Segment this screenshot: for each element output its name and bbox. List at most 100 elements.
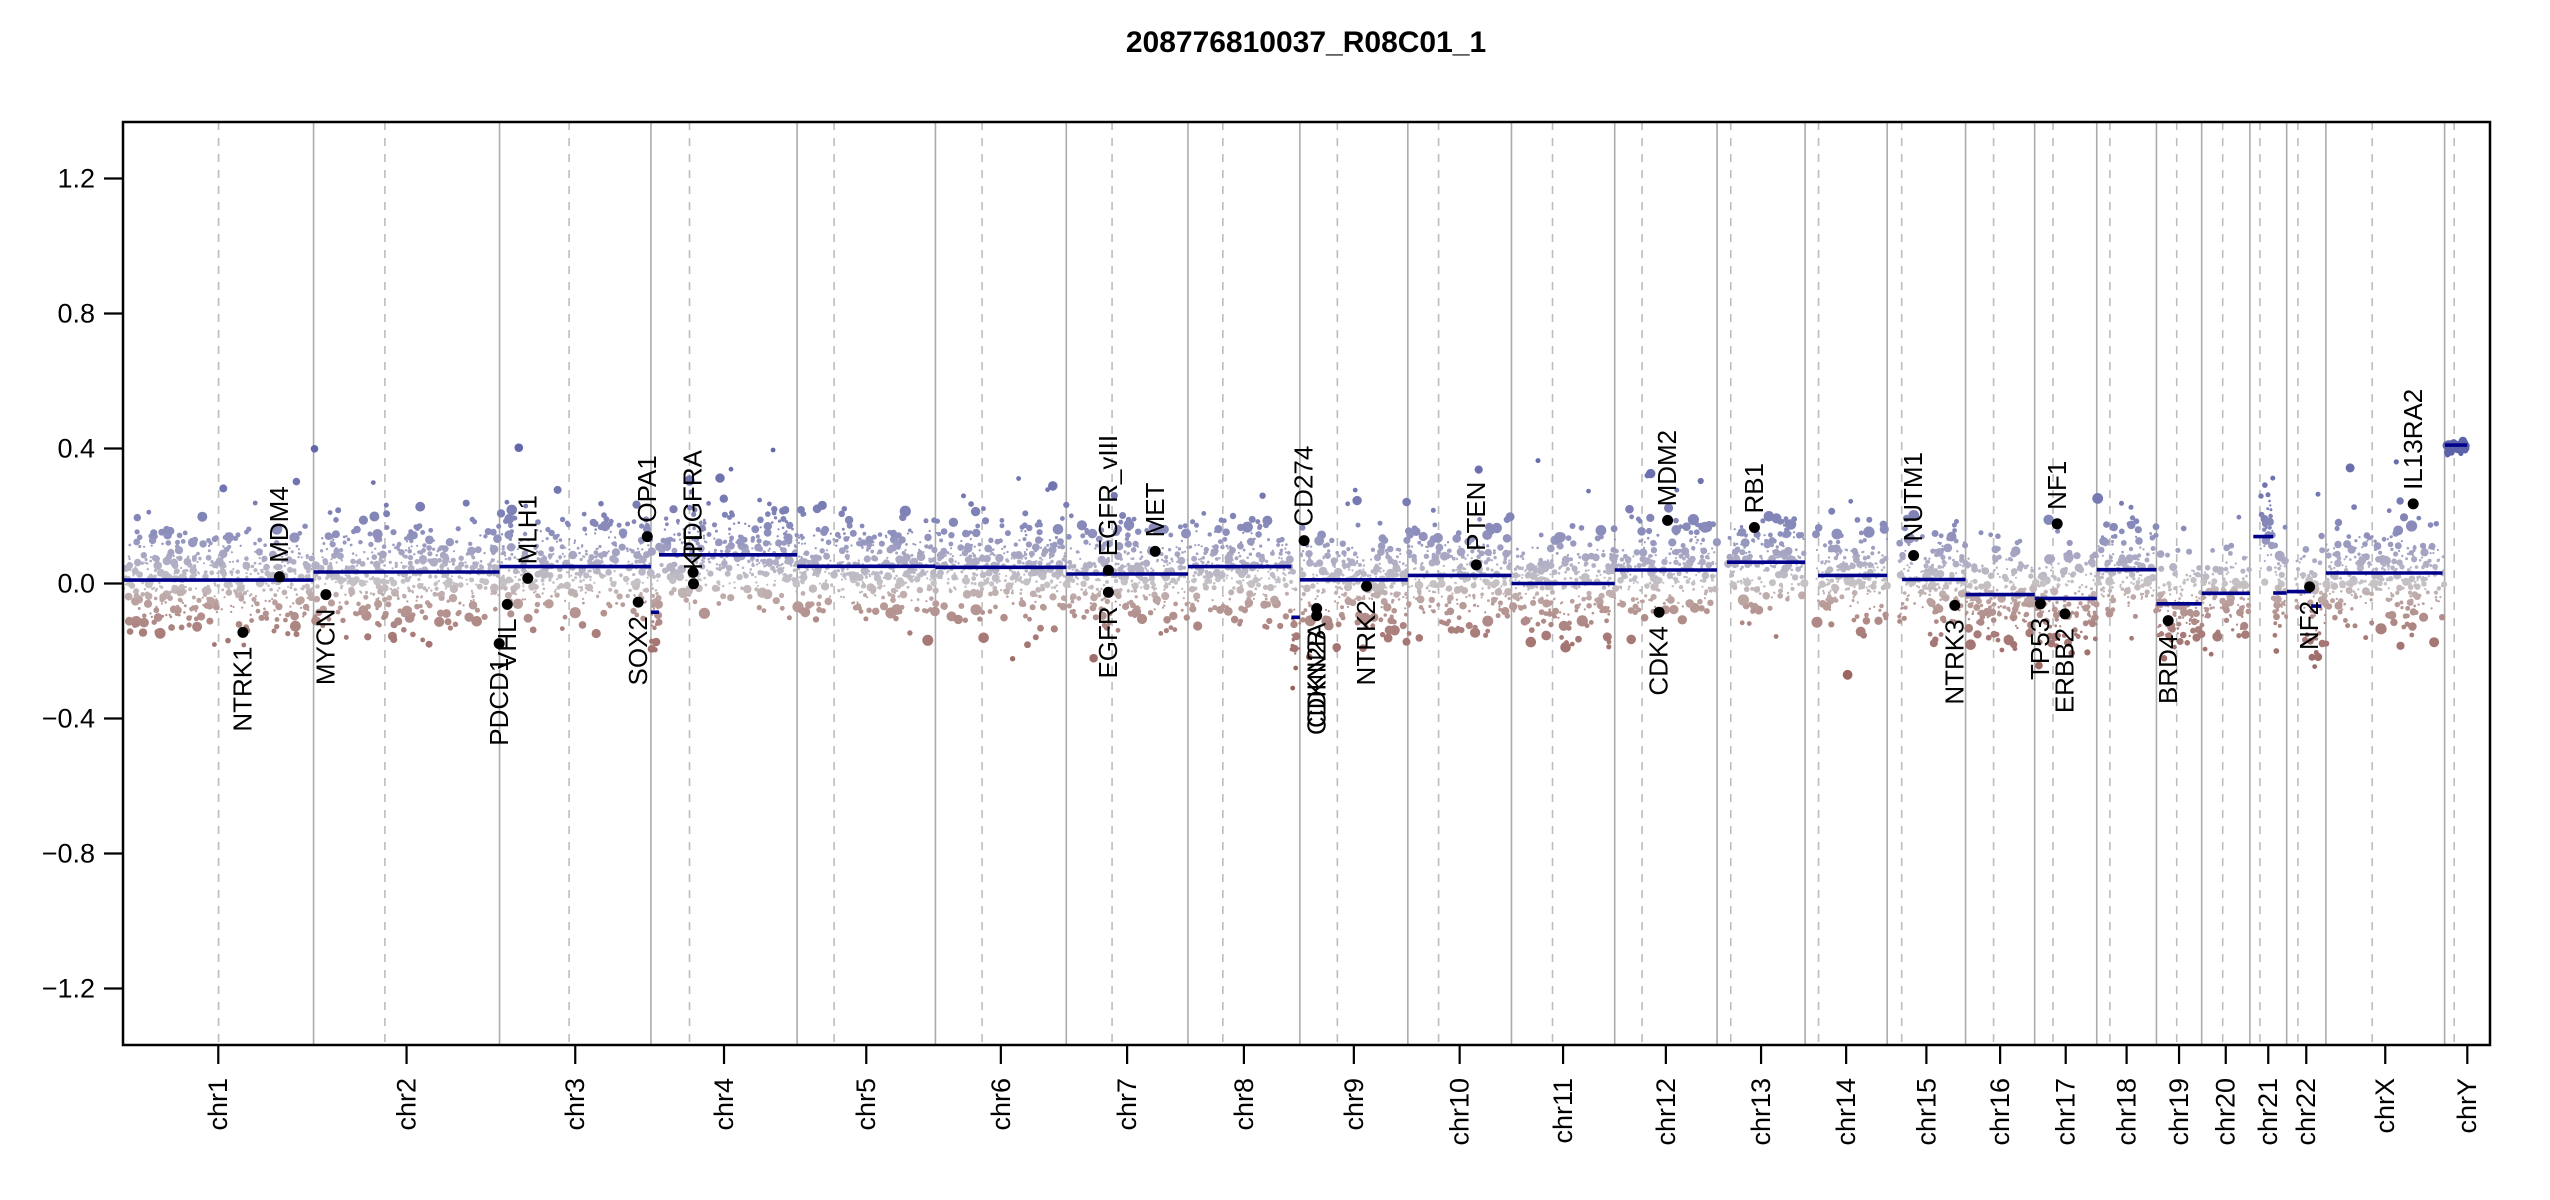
probe-point xyxy=(1546,594,1549,597)
probe-point xyxy=(1622,562,1626,565)
probe-point xyxy=(1839,552,1842,555)
probe-point xyxy=(1667,596,1675,604)
probe-point xyxy=(1186,546,1189,549)
probe-point xyxy=(153,586,156,589)
probe-point xyxy=(904,549,907,552)
probe-point xyxy=(751,556,755,560)
probe-point xyxy=(448,593,458,603)
probe-point xyxy=(439,545,442,548)
probe-point xyxy=(253,568,258,573)
probe-point xyxy=(474,565,478,569)
probe-point xyxy=(1257,525,1262,531)
probe-point xyxy=(340,586,343,589)
probe-point xyxy=(189,607,193,611)
probe-point xyxy=(1680,543,1686,548)
probe-point xyxy=(1549,573,1552,576)
probe-point xyxy=(555,559,559,563)
probe-point xyxy=(751,547,754,550)
probe-point xyxy=(686,504,693,511)
probe-point xyxy=(231,560,235,563)
probe-point xyxy=(868,573,871,576)
probe-point xyxy=(1800,579,1809,588)
probe-point xyxy=(235,621,243,628)
probe-point xyxy=(1431,590,1435,594)
probe-point xyxy=(392,589,395,592)
probe-point xyxy=(1903,567,1906,571)
probe-point xyxy=(918,549,922,553)
probe-point xyxy=(523,534,527,537)
probe-point xyxy=(594,528,597,531)
probe-point xyxy=(948,589,953,594)
probe-point xyxy=(796,579,799,582)
probe-point xyxy=(184,589,187,593)
probe-point xyxy=(1482,580,1485,583)
probe-point xyxy=(1035,586,1042,593)
probe-point xyxy=(573,541,576,545)
probe-point xyxy=(723,558,726,561)
probe-point xyxy=(1098,606,1104,612)
probe-point xyxy=(1685,599,1694,608)
probe-point xyxy=(509,578,514,583)
probe-point xyxy=(860,566,869,575)
probe-point xyxy=(757,540,761,544)
probe-point xyxy=(211,536,218,543)
probe-point xyxy=(1234,556,1239,561)
probe-point xyxy=(1110,492,1118,500)
probe-point xyxy=(1406,544,1411,549)
probe-point xyxy=(919,541,922,544)
probe-point xyxy=(1348,568,1351,571)
probe-point xyxy=(1817,593,1820,596)
probe-point xyxy=(434,574,437,578)
probe-point xyxy=(1080,588,1084,591)
probe-point xyxy=(1063,501,1070,508)
probe-point xyxy=(1401,562,1405,566)
scatter-points-layer xyxy=(121,436,2470,691)
probe-point xyxy=(295,544,299,548)
probe-point xyxy=(762,540,770,547)
probe-point xyxy=(1727,535,1732,540)
probe-point xyxy=(561,552,564,556)
probe-point xyxy=(187,562,193,568)
probe-point xyxy=(246,558,249,561)
probe-point xyxy=(1535,591,1539,596)
probe-point xyxy=(1470,557,1473,560)
probe-point xyxy=(1080,567,1084,570)
probe-point xyxy=(1547,562,1550,566)
probe-point xyxy=(1490,601,1495,606)
probe-point xyxy=(1577,561,1580,565)
probe-point xyxy=(584,553,588,556)
probe-point xyxy=(504,557,508,561)
probe-point xyxy=(706,569,709,572)
probe-point xyxy=(1631,576,1637,582)
probe-point xyxy=(1231,553,1234,556)
probe-point xyxy=(991,589,999,597)
probe-point xyxy=(574,576,578,580)
probe-point xyxy=(957,562,960,565)
probe-point xyxy=(1453,586,1462,594)
probe-point xyxy=(154,629,161,635)
probe-point xyxy=(161,570,170,580)
probe-point xyxy=(1241,521,1253,533)
probe-point xyxy=(471,594,475,599)
probe-point xyxy=(596,547,599,550)
probe-point xyxy=(692,526,696,531)
probe-point xyxy=(1289,579,1294,585)
probe-point xyxy=(1050,559,1054,564)
probe-point xyxy=(929,596,934,601)
probe-point xyxy=(1640,613,1649,622)
probe-point xyxy=(1456,602,1459,606)
probe-point xyxy=(1707,552,1710,555)
probe-point xyxy=(516,558,519,561)
probe-point xyxy=(1298,621,1302,625)
probe-point xyxy=(1063,552,1067,555)
probe-point xyxy=(1197,543,1200,547)
probe-point xyxy=(662,569,666,572)
probe-point xyxy=(713,548,717,552)
probe-point xyxy=(1336,580,1341,585)
probe-point xyxy=(1168,561,1171,565)
probe-point xyxy=(647,645,656,653)
probe-point xyxy=(141,581,144,585)
probe-point xyxy=(534,578,538,583)
probe-point xyxy=(1408,585,1411,589)
